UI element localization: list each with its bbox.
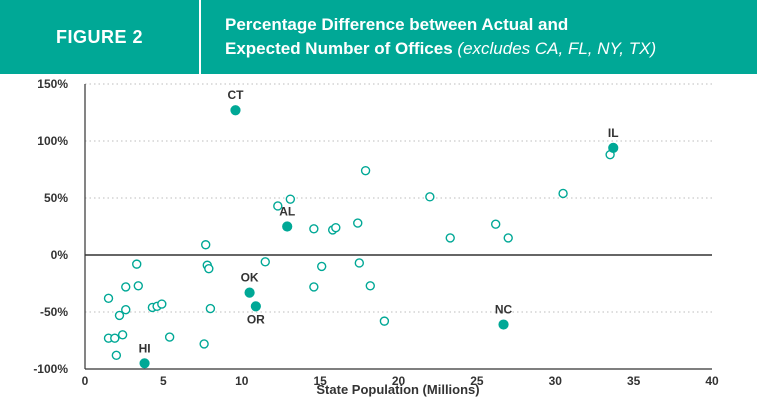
data-point [558, 188, 568, 199]
scatter-chart: -100%-50%0%50%100%150% 0 5 10 15 20 25 30 35 40 … [33, 77, 719, 397]
title-note: (excludes CA, FL, NY, TX) [457, 39, 657, 58]
highlighted-point-il [608, 142, 619, 153]
data-point [103, 293, 114, 304]
data-point [425, 192, 435, 202]
y-tick-label: 100% [37, 134, 68, 148]
point-label-or: OR [247, 312, 265, 326]
data-point [164, 332, 175, 342]
data-point [360, 165, 371, 176]
point-label-ok: OK [241, 271, 259, 285]
x-tick-label: 15 [313, 374, 327, 388]
data-point [132, 259, 142, 269]
x-tick-label: 35 [627, 374, 641, 388]
highlighted-point-ct [230, 105, 241, 116]
x-tick-label: 40 [705, 374, 719, 388]
data-point [121, 282, 131, 292]
data-point [133, 281, 143, 291]
data-point [365, 281, 375, 291]
x-tick-label: 5 [160, 374, 167, 388]
data-point [285, 194, 296, 204]
banner-divider [199, 0, 201, 74]
data-point [200, 240, 211, 250]
x-axis-ticks: 0 5 10 15 20 25 30 35 40 [82, 374, 719, 388]
axes [84, 84, 712, 370]
data-point [199, 339, 209, 349]
data-point [111, 350, 122, 361]
data-point [157, 299, 167, 309]
highlighted-point-al [282, 221, 293, 232]
data-point [445, 233, 455, 243]
data-point [490, 219, 501, 229]
data-point [204, 263, 214, 274]
data-point [331, 222, 341, 233]
x-tick-label: 25 [470, 374, 484, 388]
data-points [103, 105, 619, 369]
data-point [114, 310, 125, 321]
data-point [110, 333, 120, 343]
point-label-ct: CT [227, 88, 244, 102]
figure-label: FIGURE 2 [0, 0, 199, 74]
x-tick-label: 10 [235, 374, 249, 388]
highlighted-point-ok [244, 287, 255, 298]
x-tick-label: 20 [392, 374, 406, 388]
highlighted-point-hi [139, 358, 150, 369]
y-tick-label: 150% [37, 77, 68, 91]
point-label-nc: NC [495, 303, 513, 317]
data-point [121, 305, 131, 315]
chart-title: Percentage Difference between Actual and… [201, 0, 757, 74]
data-point [260, 257, 270, 267]
title-line-1: Percentage Difference between Actual and [225, 15, 569, 34]
y-tick-label: 50% [44, 191, 68, 205]
x-tick-label: 30 [549, 374, 563, 388]
data-point [379, 316, 390, 326]
title-line-2: Expected Number of Offices (excludes CA,… [225, 37, 757, 61]
point-label-il: IL [608, 126, 619, 140]
y-tick-label: 0% [51, 248, 69, 262]
point-label-hi: HI [139, 341, 151, 355]
data-point [353, 218, 363, 228]
x-tick-label: 0 [82, 374, 89, 388]
data-point [316, 261, 327, 272]
highlighted-point-or [250, 301, 261, 312]
data-point [309, 224, 319, 234]
figure-banner: FIGURE 2 Percentage Difference between A… [0, 0, 757, 74]
x-axis-label: State Population (Millions) [316, 382, 479, 397]
title-main-2: Expected Number of Offices [225, 39, 453, 58]
point-label-al: AL [279, 205, 295, 219]
y-axis-ticks: -100% -50% 0% 50% 100% 150% [33, 77, 68, 376]
data-point [273, 201, 283, 211]
grid-lines [85, 83, 712, 313]
y-tick-label: -50% [40, 305, 68, 319]
data-point [503, 233, 513, 243]
highlighted-point-nc [498, 319, 509, 330]
data-point [309, 282, 319, 292]
y-tick-label: -100% [33, 362, 68, 376]
data-point [117, 330, 128, 340]
point-labels: CT IL AL OK OR NC HI [139, 88, 619, 355]
data-point [354, 258, 365, 268]
data-point [205, 303, 216, 314]
